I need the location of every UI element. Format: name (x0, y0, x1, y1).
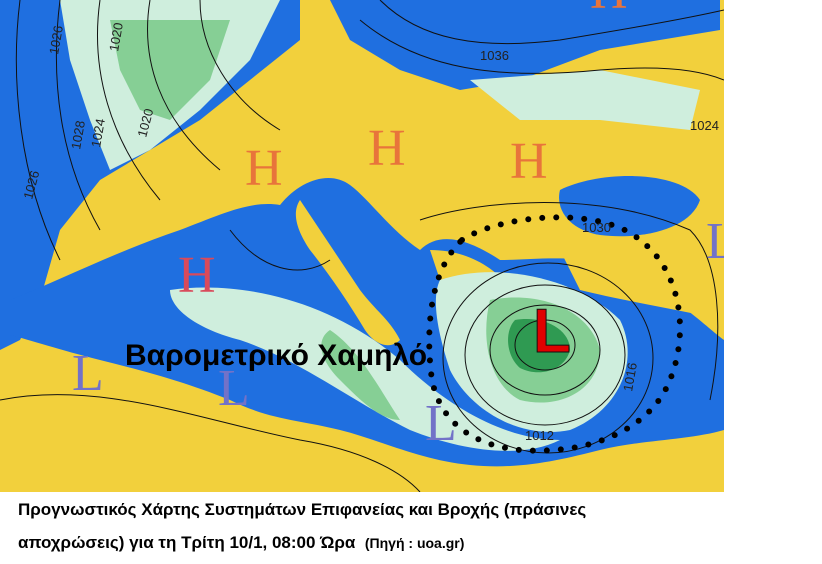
rain (110, 20, 230, 120)
sea (330, 0, 720, 90)
rain-light (470, 70, 700, 130)
low-pressure: L (72, 345, 104, 402)
low-pressure: L (218, 360, 250, 417)
annotation: Βαρομετρικό Χαμηλό (125, 339, 427, 372)
high-pressure: H (245, 140, 283, 197)
isobar-label: 1030 (582, 220, 611, 235)
high-pressure: H (178, 247, 216, 304)
isobar-label: 1024 (88, 117, 108, 148)
sea (559, 176, 700, 237)
high-pressure: H (590, 0, 628, 20)
caption-line: Προγνωστικός Χάρτης Συστημάτων Επιφανεία… (18, 500, 587, 519)
low-pressure: L (425, 395, 457, 452)
isobar-label: 1020 (106, 21, 126, 52)
high-pressure: H (510, 133, 548, 190)
low-pressure: L (706, 213, 724, 270)
caption-source: (Πηγή : uoa.gr) (364, 535, 465, 551)
land (0, 411, 724, 492)
sea (0, 0, 300, 350)
isobar-label: 1026 (20, 169, 42, 201)
rain-heavy (508, 319, 570, 373)
caption-text: αποχρώσεις) για τη Τρίτη 10/1, 08:00 Ώρα (18, 533, 356, 552)
low-center: L (533, 297, 571, 366)
caption-line: αποχρώσεις) για τη Τρίτη 10/1, 08:00 Ώρα… (18, 533, 464, 553)
isobar-label: 1028 (68, 119, 88, 150)
land (560, 247, 724, 320)
rain (321, 330, 400, 420)
weather-map: Βαρομετρικό Χαμηλό L HHHHHLLLL1026102010… (0, 0, 724, 492)
isobar-label: 1024 (690, 118, 719, 133)
high-pressure: H (368, 120, 406, 177)
isobar-label: 1020 (134, 107, 156, 139)
land (295, 200, 400, 346)
isobar-label: 1016 (620, 361, 640, 392)
isobars (0, 0, 724, 492)
isobar-label: 1012 (525, 428, 554, 443)
isobar-label: 1026 (46, 24, 66, 55)
isobar-label: 1036 (480, 48, 509, 63)
